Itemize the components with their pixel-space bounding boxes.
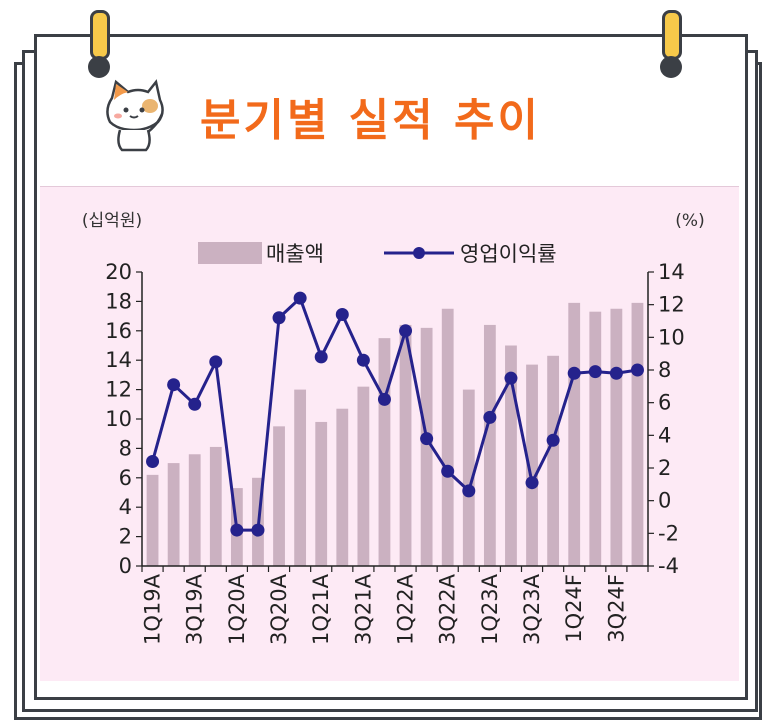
x-tick-label: 1Q21A — [309, 573, 333, 645]
axes: 0 2 4 6 8 10 12 14 16 18 20 -4 -2 0 2 4 6 8 10 12 14 1Q19A 3Q1… — [105, 260, 684, 645]
bar-4Q22A — [462, 389, 475, 566]
bar-2Q22A — [420, 327, 433, 566]
bar-series — [146, 302, 644, 566]
page-title: 분기별 실적 추이 — [200, 95, 541, 146]
point-4Q22A — [462, 484, 476, 498]
point-4Q19A — [209, 355, 223, 369]
left-tick-label: 8 — [119, 436, 132, 460]
x-tick-label: 3Q21A — [351, 573, 375, 645]
point-3Q19A — [188, 397, 202, 411]
right-tick-label: 12 — [658, 293, 685, 317]
bar-3Q20A — [273, 426, 285, 566]
bar-1Q19A — [146, 474, 159, 566]
x-tick-label: 1Q23A — [478, 573, 502, 645]
left-tick-label: 18 — [105, 289, 132, 313]
left-tick-label: 12 — [105, 378, 132, 402]
bar-2Q24F — [589, 311, 602, 566]
point-3Q24F — [609, 366, 623, 380]
point-2Q23A — [504, 371, 518, 385]
right-tick-label: 8 — [658, 358, 671, 382]
left-tick-label: 6 — [119, 466, 132, 490]
bar-2Q23A — [505, 345, 517, 566]
binder-ring-left — [90, 10, 110, 60]
point-2Q24F — [588, 365, 602, 379]
x-tick-label: 3Q23A — [520, 573, 544, 645]
right-tick-label: 4 — [658, 423, 671, 447]
right-axis-unit: (%) — [675, 211, 704, 231]
bar-4Q19A — [209, 446, 222, 566]
left-tick-label: 2 — [119, 525, 132, 549]
bar-4Q23A — [547, 355, 560, 566]
bar-2Q21A — [336, 408, 349, 566]
point-1Q22A — [399, 324, 413, 338]
x-tick-label: 3Q22A — [436, 573, 460, 645]
operating-margin-line — [151, 296, 638, 532]
point-4Q23A — [546, 433, 560, 447]
legend: 매출액 영업이익률 — [198, 242, 557, 266]
bar-3Q19A — [188, 454, 201, 566]
bar-1Q21A — [315, 421, 328, 566]
point-2Q20A — [251, 523, 265, 537]
point-2Q22A — [420, 432, 434, 446]
point-3Q22A — [441, 464, 455, 478]
point-1Q24F — [567, 366, 581, 380]
right-tick-label: -2 — [658, 521, 679, 545]
right-tick-label: 2 — [658, 456, 671, 480]
x-tick-label: 3Q19A — [183, 573, 207, 645]
cat-mascot-icon — [106, 79, 164, 152]
right-tick-label: 6 — [658, 391, 671, 415]
bar-1Q23A — [483, 324, 496, 566]
point-2Q21A — [335, 307, 349, 321]
legend-bar-swatch — [198, 242, 262, 264]
left-tick-label: 10 — [105, 407, 132, 431]
binder-ring-right — [662, 10, 682, 60]
bar-3Q23A — [526, 364, 538, 566]
legend-bar-label: 매출액 — [266, 242, 324, 266]
point-3Q21A — [356, 353, 370, 367]
bar-3Q21A — [357, 386, 370, 566]
left-tick-label: 0 — [119, 554, 132, 578]
left-tick-label: 14 — [105, 348, 132, 372]
right-tick-label: 10 — [658, 325, 685, 349]
line-series — [146, 291, 644, 537]
right-tick-label: 0 — [658, 489, 671, 513]
legend-line-label: 영업이익률 — [460, 242, 557, 266]
point-2Q19A — [167, 378, 181, 392]
point-1Q23A — [483, 410, 497, 424]
right-tick-label: 14 — [658, 260, 685, 284]
point-1Q19A — [146, 454, 160, 468]
point-1Q20A — [230, 523, 244, 537]
x-tick-label: 1Q24F — [562, 574, 586, 643]
bar-3Q22A — [441, 308, 454, 566]
point-3Q20A — [272, 311, 286, 325]
bar-4Q20A — [294, 389, 307, 566]
bar-2Q19A — [167, 463, 180, 566]
x-tick-label: 1Q22A — [394, 573, 418, 645]
point-4Q20A — [293, 291, 307, 305]
point-1Q21A — [314, 350, 328, 364]
x-tick-label: 1Q19A — [141, 573, 165, 645]
point-4Q24F — [630, 363, 644, 377]
x-tick-label: 3Q20A — [267, 573, 291, 645]
binder-hole-right — [660, 56, 682, 78]
left-tick-label: 20 — [105, 260, 132, 284]
left-axis-unit: (십억원) — [82, 211, 142, 231]
left-tick-label: 16 — [105, 319, 132, 343]
quarterly-performance-chart: (십억원) (%) 매출액 영업이익률 02468101214161820-4-… — [82, 211, 705, 645]
bar-3Q24F — [610, 308, 623, 566]
x-tick-label: 1Q20A — [225, 573, 249, 645]
bar-1Q22A — [399, 324, 412, 566]
binder-hole-left — [88, 56, 110, 78]
bar-4Q24F — [631, 302, 644, 566]
legend-line-marker — [413, 247, 425, 259]
bar-1Q24F — [568, 302, 581, 566]
x-tick-label: 3Q24F — [604, 574, 628, 643]
right-tick-label: -4 — [658, 554, 679, 578]
left-tick-label: 4 — [119, 495, 132, 519]
point-4Q21A — [377, 392, 391, 406]
bar-4Q21A — [378, 338, 391, 566]
point-3Q23A — [525, 476, 539, 490]
